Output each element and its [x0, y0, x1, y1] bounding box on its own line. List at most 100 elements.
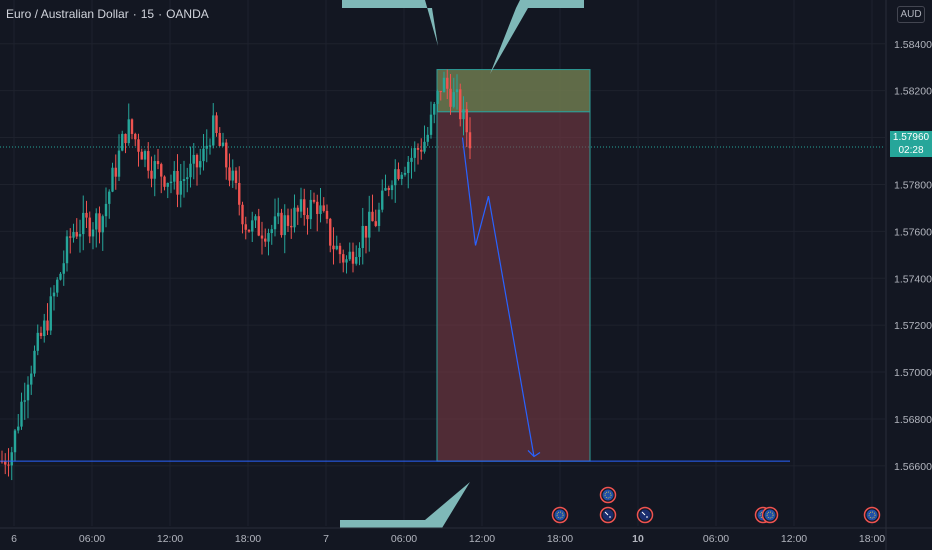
callout-bottom[interactable] — [340, 482, 470, 528]
eu-stars — [604, 491, 612, 499]
callout-top-left[interactable] — [342, 0, 438, 46]
candle-body — [221, 142, 225, 146]
stop-loss-zone[interactable] — [436, 69, 591, 113]
candle-body — [381, 190, 384, 210]
candle-body — [36, 332, 39, 351]
position-zones[interactable] — [436, 69, 591, 462]
candle-body — [329, 218, 332, 246]
candle-body — [264, 238, 267, 242]
candle-body — [218, 132, 221, 146]
candlestick-series — [0, 69, 472, 481]
candle-body — [407, 161, 410, 173]
candle-body — [49, 296, 52, 331]
candle-body — [199, 161, 202, 168]
event-markers[interactable] — [551, 486, 881, 524]
candle-body — [267, 233, 270, 242]
current-price-value: 1.57960 — [892, 132, 930, 143]
y-tick-label: 1.56600 — [894, 461, 932, 473]
eu-flag-icon — [554, 509, 566, 521]
y-tick-label: 1.57000 — [894, 367, 932, 379]
exchange-label: OANDA — [166, 7, 209, 21]
candle-body — [306, 215, 309, 220]
x-tick-label: 06:00 — [703, 533, 729, 545]
candle-body — [290, 225, 293, 228]
candle-body — [231, 170, 234, 181]
candle-body — [52, 292, 56, 297]
y-tick-label: 1.58200 — [894, 86, 932, 98]
x-tick-label: 12:00 — [469, 533, 495, 545]
interval-label: 15 — [140, 7, 155, 21]
candle-body — [166, 183, 169, 187]
candle-body — [342, 254, 345, 263]
candle-body — [205, 145, 208, 149]
candle-body — [33, 350, 36, 374]
candle-body — [260, 235, 264, 239]
candle-body — [442, 77, 446, 93]
candle-body — [124, 133, 127, 144]
drawings[interactable] — [0, 0, 790, 528]
candle-body — [95, 213, 98, 230]
title-separator-2: · — [158, 7, 163, 21]
candle-body — [127, 119, 130, 144]
candle-body — [455, 89, 459, 93]
candle-body — [176, 170, 179, 195]
forecast-path[interactable] — [461, 137, 535, 457]
candle-body — [179, 180, 182, 195]
candle-body — [208, 145, 212, 147]
eu-stars — [556, 511, 564, 519]
candle-body — [153, 161, 156, 179]
candle-body — [319, 205, 322, 214]
candle-body — [420, 149, 423, 152]
forecast-arrowhead — [527, 450, 541, 458]
symbol-name: Euro / Australian Dollar — [6, 7, 129, 21]
y-tick-label: 1.57800 — [894, 179, 932, 191]
candle-body — [72, 232, 75, 238]
candle-body — [147, 151, 150, 171]
x-tick-label: 06:00 — [79, 533, 105, 545]
candle-body — [69, 236, 72, 238]
callout-top-right[interactable] — [490, 0, 584, 74]
candle-body — [160, 164, 163, 177]
candle-body — [195, 154, 199, 168]
candle-body — [332, 245, 335, 250]
candle-body — [355, 257, 358, 264]
candle-body — [39, 332, 43, 337]
candle-body — [189, 163, 192, 178]
candle-body — [108, 191, 111, 204]
candle-body — [251, 220, 254, 232]
candle-body — [101, 216, 104, 233]
candle-body — [400, 174, 403, 179]
candle-body — [429, 114, 433, 135]
candle-body — [303, 199, 306, 216]
candle-body — [182, 179, 186, 181]
candle-body — [114, 167, 117, 177]
take-profit-zone[interactable] — [436, 111, 591, 462]
candle-body — [270, 229, 273, 234]
x-tick-label: 10 — [632, 533, 644, 545]
candle-body — [111, 167, 114, 192]
candle-body — [85, 212, 88, 218]
candle-body — [273, 216, 277, 230]
candle-body — [410, 157, 413, 162]
candle-body — [371, 211, 374, 222]
candle-body — [23, 400, 26, 402]
title-separator: · — [132, 7, 137, 21]
currency-label[interactable]: AUD — [897, 6, 925, 23]
candle-body — [374, 221, 377, 226]
candle-body — [46, 320, 49, 331]
x-tick-label: 18:00 — [859, 533, 885, 545]
y-tick-label: 1.57400 — [894, 273, 932, 285]
candle-body — [140, 151, 143, 160]
candle-body — [325, 210, 329, 219]
candle-body — [257, 216, 260, 236]
candle-body — [416, 148, 420, 150]
candle-body — [449, 88, 452, 107]
candle-body — [293, 207, 296, 228]
candle-body — [394, 169, 397, 186]
symbol-title[interactable]: Euro / Australian Dollar · 15 · OANDA — [6, 7, 213, 21]
candle-body — [348, 251, 351, 260]
candle-body — [397, 169, 400, 179]
candle-body — [13, 430, 17, 453]
candle-body — [468, 132, 472, 149]
